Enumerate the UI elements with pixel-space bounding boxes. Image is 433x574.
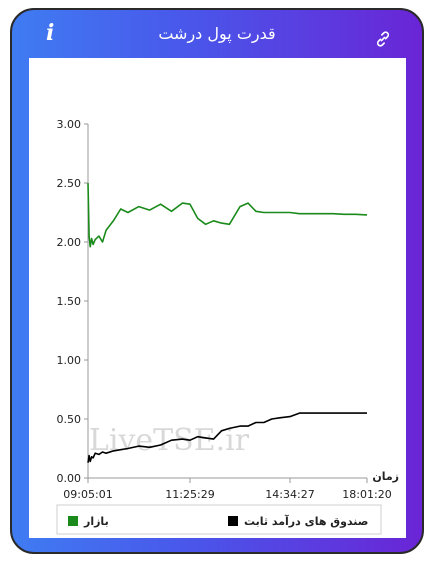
legend: بازار صندوق های درآمد ثابت <box>56 504 382 535</box>
chart-panel: 0.00 0.50 1.00 1.50 2.00 2.50 3.00 09:05:01 11:2… <box>29 58 406 538</box>
y-tick-label: 1.50 <box>57 295 82 308</box>
info-icon[interactable]: i <box>46 20 55 46</box>
y-tick-label: 1.00 <box>57 354 82 367</box>
x-tick-label: 11:25:29 <box>165 488 214 501</box>
x-tick-label: 18:01:20 <box>342 488 391 501</box>
y-tick-label: 2.00 <box>57 236 82 249</box>
x-axis-label: زمان <box>372 470 399 483</box>
series-line-market <box>87 182 368 248</box>
y-tick-label: 0.00 <box>57 472 82 485</box>
y-tick-label: 2.50 <box>57 177 82 190</box>
chart-card: i قدرت پول درشت 0.00 0.50 1.00 1.50 2.00 2.50… <box>10 8 424 554</box>
y-tick-label: 3.00 <box>57 118 82 131</box>
line-chart: 0.00 0.50 1.00 1.50 2.00 2.50 3.00 09:05:01 11:2… <box>56 118 399 535</box>
x-tick-label: 09:05:01 <box>63 488 112 501</box>
card-header: i قدرت پول درشت <box>12 10 422 58</box>
series-line-fixed-income <box>87 412 367 463</box>
legend-swatch-fixed-income <box>228 516 238 526</box>
y-tick-label: 0.50 <box>57 413 82 426</box>
legend-label-market: بازار <box>83 515 109 528</box>
x-tick-label: 14:34:27 <box>265 488 314 501</box>
legend-swatch-market <box>68 516 78 526</box>
page-title: قدرت پول درشت <box>158 24 276 43</box>
legend-label-fixed-income: صندوق های درآمد ثابت <box>244 514 368 528</box>
link-icon[interactable] <box>374 30 392 48</box>
